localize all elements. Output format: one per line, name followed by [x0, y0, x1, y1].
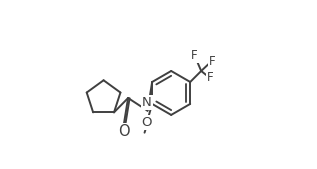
- Text: F: F: [207, 71, 214, 84]
- Text: H: H: [145, 97, 152, 107]
- Text: N: N: [142, 96, 152, 109]
- Text: O: O: [118, 124, 130, 139]
- Text: O: O: [141, 116, 152, 129]
- Text: F: F: [191, 49, 198, 62]
- Text: F: F: [209, 55, 216, 68]
